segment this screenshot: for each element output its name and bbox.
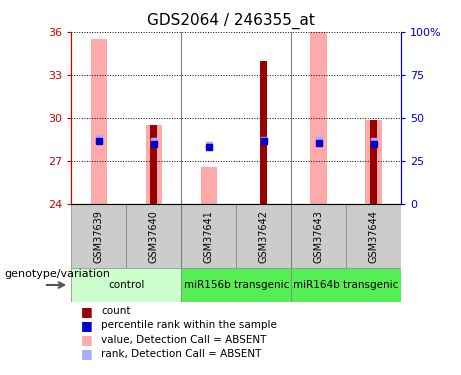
Bar bbox=[346, 204, 401, 268]
Bar bbox=[310, 32, 327, 204]
Text: percentile rank within the sample: percentile rank within the sample bbox=[101, 321, 278, 330]
Bar bbox=[150, 125, 157, 204]
Bar bbox=[146, 125, 162, 204]
Text: GSM37641: GSM37641 bbox=[204, 210, 214, 262]
Bar bbox=[366, 120, 382, 204]
Text: GSM37643: GSM37643 bbox=[313, 210, 324, 262]
Bar bbox=[291, 268, 401, 302]
Text: GSM37642: GSM37642 bbox=[259, 210, 269, 263]
Text: count: count bbox=[101, 306, 131, 316]
Bar bbox=[260, 61, 267, 204]
Bar bbox=[236, 204, 291, 268]
Bar bbox=[71, 268, 181, 302]
Text: ■: ■ bbox=[81, 333, 92, 346]
Text: ■: ■ bbox=[81, 348, 92, 360]
Text: GSM37639: GSM37639 bbox=[94, 210, 104, 262]
Bar bbox=[201, 167, 217, 204]
Text: GSM37644: GSM37644 bbox=[369, 210, 378, 262]
Text: control: control bbox=[108, 280, 145, 290]
Text: miR164b transgenic: miR164b transgenic bbox=[294, 280, 399, 290]
Bar bbox=[291, 204, 346, 268]
Bar bbox=[181, 204, 236, 268]
Text: genotype/variation: genotype/variation bbox=[5, 269, 111, 279]
Text: rank, Detection Call = ABSENT: rank, Detection Call = ABSENT bbox=[101, 349, 262, 359]
Text: value, Detection Call = ABSENT: value, Detection Call = ABSENT bbox=[101, 335, 267, 345]
Bar bbox=[126, 204, 181, 268]
Text: GSM37640: GSM37640 bbox=[149, 210, 159, 262]
Text: miR156b transgenic: miR156b transgenic bbox=[183, 280, 289, 290]
Bar bbox=[370, 120, 377, 204]
Bar bbox=[181, 268, 291, 302]
Bar bbox=[71, 204, 126, 268]
Text: ■: ■ bbox=[81, 319, 92, 332]
Text: GDS2064 / 246355_at: GDS2064 / 246355_at bbox=[147, 13, 314, 29]
Text: ■: ■ bbox=[81, 305, 92, 318]
Bar bbox=[91, 39, 107, 204]
